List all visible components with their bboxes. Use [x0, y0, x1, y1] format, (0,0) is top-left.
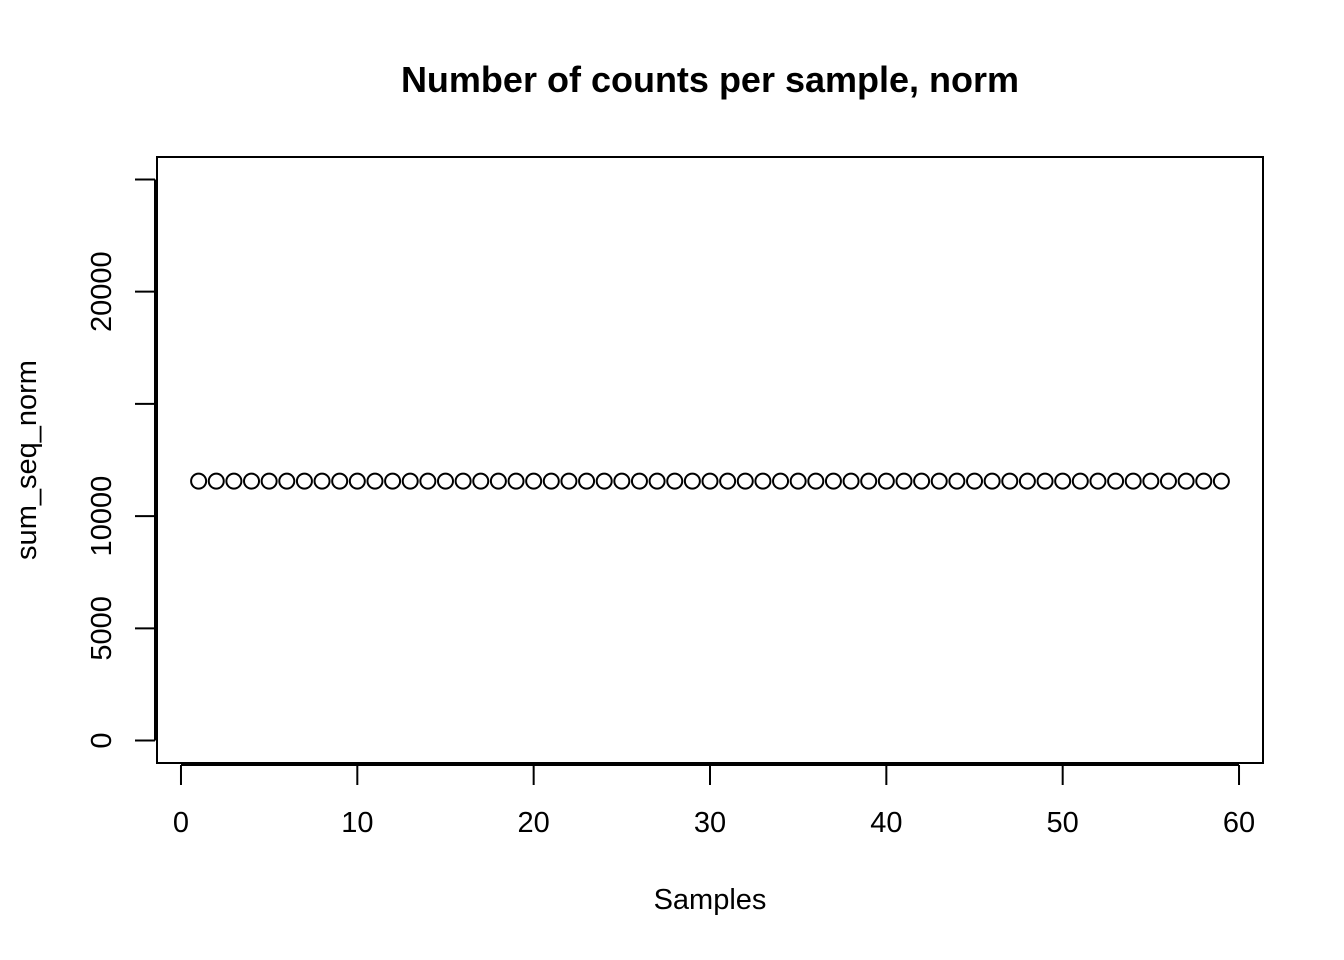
data-point [736, 472, 754, 490]
data-point [1107, 472, 1125, 490]
data-point [860, 472, 878, 490]
data-point [595, 472, 613, 490]
data-point [1036, 472, 1054, 490]
data-point [331, 472, 349, 490]
data-point [1001, 472, 1019, 490]
data-point [1142, 472, 1160, 490]
data-point [401, 472, 419, 490]
data-point [207, 472, 225, 490]
data-point [948, 472, 966, 490]
data-point [930, 472, 948, 490]
data-point [472, 472, 490, 490]
data-point [1071, 472, 1089, 490]
data-point [842, 472, 860, 490]
data-point [542, 472, 560, 490]
data-point [754, 472, 772, 490]
data-point [1054, 472, 1072, 490]
plot-frame [156, 156, 1264, 764]
y-tick-label: 10000 [86, 476, 118, 557]
x-tick-label: 10 [341, 807, 373, 839]
x-tick-label: 50 [1047, 807, 1079, 839]
data-point [824, 472, 842, 490]
data-point [489, 472, 507, 490]
data-point [1089, 472, 1107, 490]
data-point [384, 472, 402, 490]
data-point [436, 472, 454, 490]
x-tick-label: 40 [870, 807, 902, 839]
x-axis-label: Samples [654, 884, 767, 916]
data-point [313, 472, 331, 490]
y-tick-label: 5000 [86, 596, 118, 661]
data-point [348, 472, 366, 490]
data-point [578, 472, 596, 490]
data-point [966, 472, 984, 490]
data-point [560, 472, 578, 490]
data-point [243, 472, 261, 490]
x-tick-label: 0 [173, 807, 189, 839]
data-point [983, 472, 1001, 490]
data-point [525, 472, 543, 490]
data-point [895, 472, 913, 490]
data-point [613, 472, 631, 490]
y-axis: 0 5000 10000 20000 [86, 178, 156, 749]
data-point [190, 472, 208, 490]
data-point [419, 472, 437, 490]
data-point [454, 472, 472, 490]
data-point [1159, 472, 1177, 490]
data-point [807, 472, 825, 490]
y-axis-label: sum_seq_norm [11, 360, 43, 560]
data-point [295, 472, 313, 490]
data-point [772, 472, 790, 490]
x-tick-label: 20 [518, 807, 550, 839]
data-point [260, 472, 278, 490]
data-point [630, 472, 648, 490]
chart-title: Number of counts per sample, norm [401, 59, 1019, 100]
data-point [648, 472, 666, 490]
data-point [278, 472, 296, 490]
data-point [877, 472, 895, 490]
data-point [683, 472, 701, 490]
data-point [913, 472, 931, 490]
data-point [1195, 472, 1213, 490]
x-axis: 0 10 20 30 40 50 60 [173, 764, 1255, 839]
data-point [366, 472, 384, 490]
data-point [507, 472, 525, 490]
data-point [666, 472, 684, 490]
y-tick-label: 20000 [86, 251, 118, 332]
data-point [1177, 472, 1195, 490]
data-point [225, 472, 243, 490]
data-point [1212, 472, 1230, 490]
data-point [1124, 472, 1142, 490]
y-tick-label: 0 [86, 732, 118, 748]
data-point [789, 472, 807, 490]
data-points [190, 472, 1230, 490]
data-point [701, 472, 719, 490]
x-tick-label: 30 [694, 807, 726, 839]
x-tick-label: 60 [1223, 807, 1255, 839]
data-point [719, 472, 737, 490]
data-point [1018, 472, 1036, 490]
